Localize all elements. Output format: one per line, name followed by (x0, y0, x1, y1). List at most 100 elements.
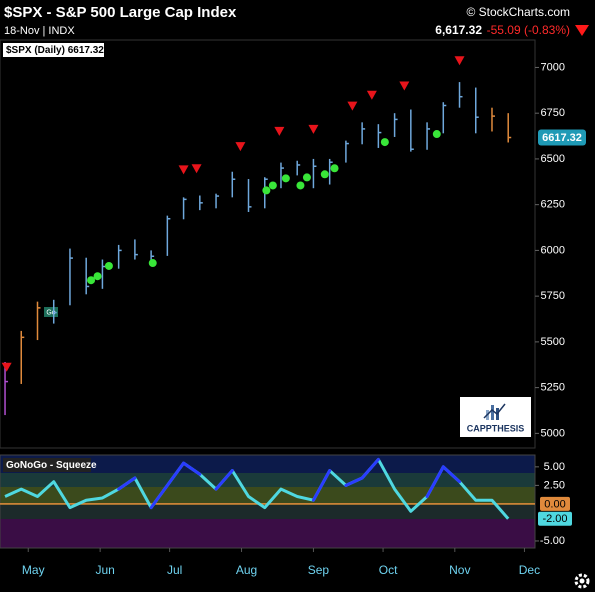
down-signal (191, 164, 202, 174)
y-tick-label: 6250 (541, 199, 565, 211)
y-tick-label: 5250 (541, 382, 565, 394)
y-tick-label: 5500 (541, 336, 565, 348)
go-box (44, 307, 58, 317)
x-tick-label: Jul (167, 563, 182, 577)
legend-label: $SPX (Daily) 6617.32 (6, 45, 104, 56)
ohlc-bar (4, 362, 9, 416)
y-tick-label: 6750 (541, 107, 565, 119)
zero-label: 0.00 (544, 498, 565, 510)
oscillator-segment (360, 457, 380, 480)
oscillator-segment (165, 461, 186, 487)
x-tick-label: Sep (308, 563, 330, 577)
price-panel (0, 39, 536, 449)
down-signal (274, 126, 285, 136)
legend-label: GoNoGo - Squeeze (6, 460, 97, 471)
oscillator-line (4, 457, 510, 520)
y-tick-label: -5.00 (540, 535, 565, 547)
ohlc-bar (296, 160, 301, 176)
oscillator-segment (441, 465, 462, 484)
ohlc-bar (69, 248, 73, 306)
up-signal (296, 181, 305, 190)
down-signal (366, 90, 377, 100)
ohlc-bar (20, 330, 25, 384)
up-signal (262, 186, 271, 195)
down-signal (454, 56, 465, 66)
ohlc-bar (117, 244, 122, 269)
x-tick-label: Oct (379, 563, 398, 577)
oscillator-segment (117, 476, 137, 491)
up-signal (432, 130, 441, 139)
up-signal (93, 272, 102, 281)
x-tick-label: Nov (449, 563, 470, 577)
ohlc-bar (393, 113, 398, 137)
oscillator-segment (344, 476, 364, 487)
go-label: Go (46, 309, 55, 316)
up-signal (302, 173, 311, 182)
y-tick-label: 7000 (541, 61, 565, 73)
ohlc-bar (328, 158, 333, 185)
logo-box (460, 397, 531, 437)
last-value-box (538, 511, 572, 526)
chart-title: $SPX - S&P 500 Large Cap Index (4, 4, 237, 21)
y-tick-label: 6000 (541, 244, 565, 256)
ohlc-bar (491, 107, 495, 132)
x-tick-label: Aug (236, 563, 257, 577)
up-signal (320, 170, 329, 179)
settings-icon[interactable] (574, 573, 590, 589)
ohlc-bar (345, 140, 349, 163)
down-signal (1, 362, 12, 372)
ohlc-bar (247, 179, 252, 212)
up-signal (104, 261, 113, 270)
down-signal (347, 101, 358, 111)
down-signal (178, 165, 189, 175)
ohlc-bar (101, 259, 106, 289)
subtitle: 18-Nov | INDX (4, 25, 75, 37)
oscillator-segment (149, 483, 169, 510)
ohlc-bar (361, 122, 366, 145)
y-tick-label: 5000 (541, 427, 565, 439)
y-tick-label: 6500 (541, 153, 565, 165)
ohlc-bar (377, 124, 382, 148)
ohlc-bar (166, 215, 171, 256)
ohlc-bar (458, 82, 463, 108)
y-tick-label: 5750 (541, 290, 565, 302)
legend-box (3, 43, 104, 57)
y-tick-label: 2.50 (544, 479, 565, 491)
ohlc-bar (410, 109, 414, 152)
legend-box (3, 458, 91, 472)
oscillator-segment (182, 461, 202, 476)
down-signal (235, 142, 246, 152)
source: © StockCharts.com (466, 5, 570, 19)
zero-box (540, 496, 570, 511)
logo-text: CAPPTHESIS (467, 423, 525, 433)
down-signal (308, 124, 319, 134)
up-signal (281, 174, 290, 183)
down-icon (575, 25, 589, 36)
x-tick-label: Dec (519, 563, 540, 577)
ohlc-bar (215, 193, 220, 209)
y-tick-label: 5.00 (544, 461, 565, 473)
ohlc-bar (442, 102, 447, 134)
last-value-label: -2.00 (542, 513, 567, 525)
ohlc-bar (199, 195, 203, 211)
ohlc-bar (280, 162, 284, 189)
up-signal (148, 259, 157, 268)
last-value-label: 6617.32 (542, 132, 582, 144)
up-signal (87, 276, 96, 285)
x-tick-label: May (22, 563, 45, 577)
ohlc-bar (312, 158, 317, 189)
up-signal (330, 164, 339, 173)
ohlc-bar (52, 299, 57, 324)
x-tick-label: Jun (95, 563, 114, 577)
up-signal (268, 181, 277, 190)
down-signal (399, 81, 410, 91)
up-signal (380, 138, 389, 147)
ohlc-bar (231, 171, 236, 198)
change: -55.09 (-0.83%) (487, 23, 570, 37)
oscillator-segment (214, 469, 234, 491)
ohlc-bar (134, 239, 138, 260)
oscillator-segment (311, 469, 332, 502)
ohlc-bar (426, 122, 431, 150)
logo-icon (483, 403, 506, 420)
